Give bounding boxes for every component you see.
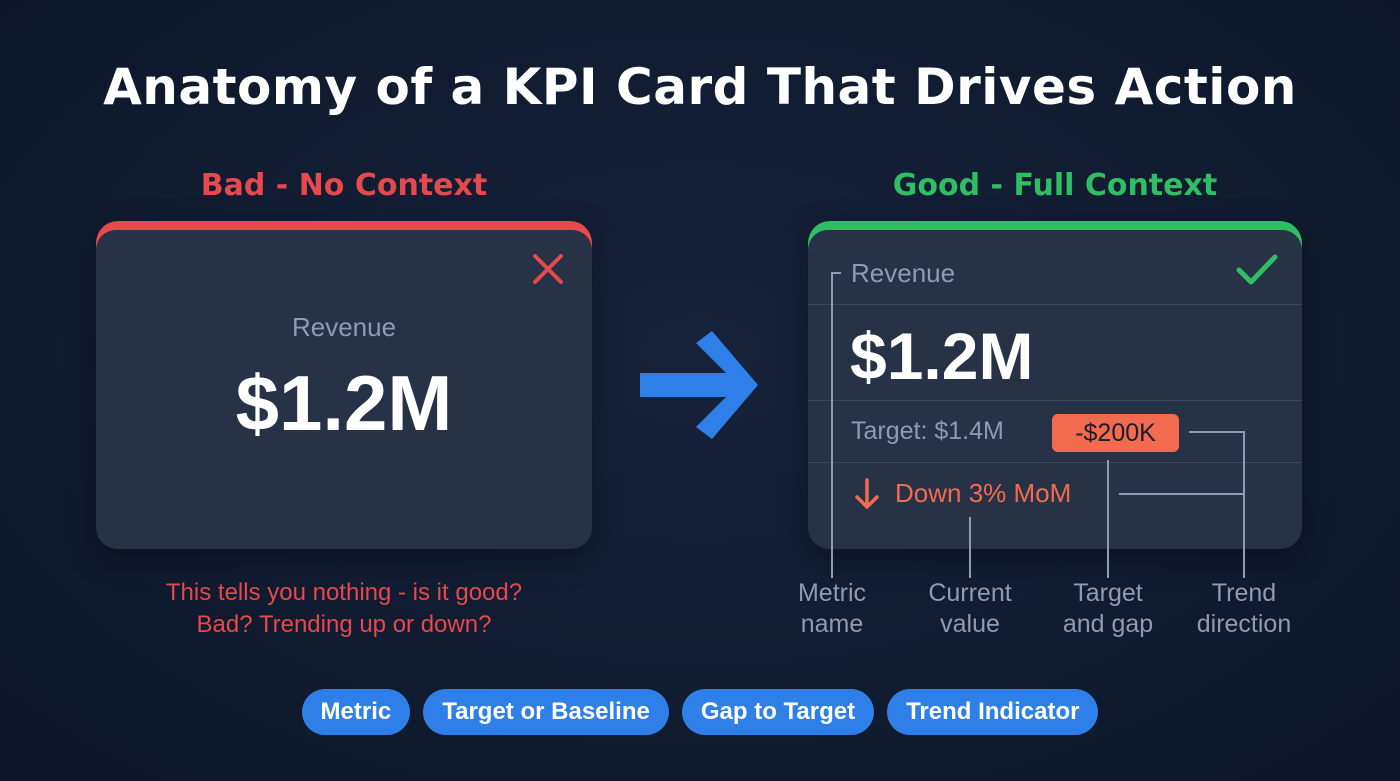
annotation-line: name (800, 610, 864, 638)
annotation-line: Trend (1211, 579, 1277, 607)
target-value: Target: $1.4M (851, 417, 1004, 445)
chip-metric: Metric (301, 689, 411, 735)
good-kpi-card (808, 221, 1302, 549)
arrow-right-icon (640, 331, 758, 439)
leader-line-gap (1107, 460, 1109, 578)
annotation-current-value: Current value (890, 578, 1050, 640)
divider (808, 304, 1302, 305)
annotation-line: Target (1073, 579, 1143, 607)
bad-caption: This tells you nothing - is it good? Bad… (96, 577, 592, 641)
annotation-line: Current (928, 579, 1012, 607)
leader-line-trend (1243, 431, 1245, 578)
leader-line-trend-top (1189, 431, 1245, 433)
arrow-down-icon (855, 478, 879, 509)
leader-line-trend-mid (1119, 493, 1245, 495)
component-chips: Metric Target or Baseline Gap to Target … (0, 689, 1400, 735)
trend-text: Down 3% MoM (895, 478, 1072, 508)
bad-caption-line-2: Bad? Trending up or down? (196, 611, 492, 638)
check-icon (1236, 254, 1278, 285)
annotation-metric-name: Metric name (752, 578, 912, 640)
good-card-body (808, 230, 1302, 549)
good-heading: Good - Full Context (892, 168, 1218, 203)
annotation-trend-direction: Trend direction (1164, 578, 1324, 640)
chip-target-or-baseline: Target or Baseline (423, 689, 669, 735)
leader-line-value (969, 517, 971, 578)
leader-line-metric-tick (831, 272, 841, 274)
annotation-line: direction (1196, 610, 1292, 638)
chip-trend-indicator: Trend Indicator (887, 689, 1099, 735)
annotation-target-gap: Target and gap (1028, 578, 1188, 640)
bad-metric-name: Revenue (291, 312, 397, 342)
good-metric-name: Revenue (851, 258, 956, 288)
divider (808, 462, 1302, 463)
chip-gap-to-target: Gap to Target (681, 689, 875, 735)
gap-badge: -$200K (1052, 414, 1179, 452)
good-metric-value: $1.2M (850, 319, 1034, 393)
x-icon (533, 254, 563, 284)
bad-card-body (96, 230, 592, 549)
leader-line-metric (831, 272, 833, 578)
annotation-line: Metric (797, 579, 867, 607)
annotation-line: and gap (1062, 610, 1154, 638)
bad-metric-value: $1.2M (235, 359, 453, 447)
bad-kpi-card (96, 221, 592, 549)
divider (808, 400, 1302, 401)
bad-heading: Bad - No Context (200, 168, 488, 203)
annotation-line: value (940, 610, 1000, 638)
bad-caption-line-1: This tells you nothing - is it good? (165, 579, 523, 606)
page-title: Anatomy of a KPI Card That Drives Action (103, 58, 1297, 116)
